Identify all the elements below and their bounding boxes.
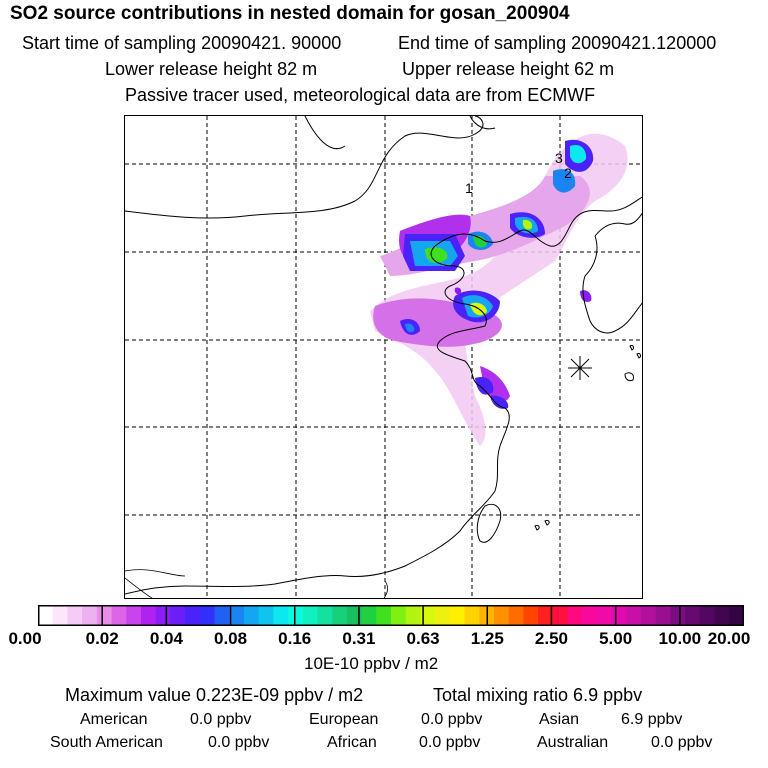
- lower-release-height: Lower release height 82 m: [105, 59, 318, 79]
- colorbar-cell: [405, 605, 421, 626]
- source-african-label: African: [327, 734, 377, 751]
- colorbar-cell: [391, 605, 407, 626]
- colorbar-cell: [376, 605, 392, 626]
- colorbar-cell: [670, 605, 686, 626]
- source-south-american-label: South American: [50, 734, 163, 751]
- colorbar-cell: [729, 605, 744, 626]
- source-asian-label: Asian: [539, 711, 580, 728]
- source-american-value: 0.0 ppbv: [190, 711, 252, 728]
- source-south-american-value: 0.0 ppbv: [208, 734, 270, 751]
- colorbar-cell: [126, 605, 142, 626]
- colorbar-cell: [111, 605, 127, 626]
- map-gridlines: [125, 116, 642, 598]
- colorbar-cell: [449, 605, 466, 626]
- source-european-label: European: [309, 711, 379, 728]
- source-marker-3: 3: [555, 150, 563, 166]
- colorbar-tick-label: 2.50: [534, 629, 568, 648]
- source-european-value: 0.0 ppbv: [421, 711, 483, 728]
- upper-release-height: Upper release height 62 m: [402, 59, 615, 79]
- colorbar-cell: [523, 605, 539, 626]
- total-mixing-ratio: Total mixing ratio 6.9 ppbv: [433, 685, 643, 705]
- colorbar-cell: [258, 605, 274, 626]
- colorbar-cell: [626, 605, 642, 626]
- maximum-value: Maximum value 0.223E-09 ppbv / m2: [65, 685, 364, 705]
- colorbar-cell: [288, 605, 304, 626]
- colorbar-tick-label: 10.00: [658, 629, 702, 648]
- colorbar-cell: [582, 605, 598, 626]
- colorbar-cell: [243, 605, 260, 626]
- colorbar-cell: [82, 605, 98, 626]
- colorbar-cell: [52, 605, 68, 626]
- colorbar-cell: [96, 605, 113, 626]
- colorbar-cell: [655, 605, 671, 626]
- map-panel: 1 2 3: [124, 115, 643, 599]
- colorbar-cell: [214, 605, 230, 626]
- colorbar-tick-label: 20.00: [707, 629, 751, 648]
- end-time: End time of sampling 20090421.120000: [398, 33, 717, 53]
- colorbar-cell: [538, 605, 554, 626]
- source-marker-2: 2: [564, 165, 572, 181]
- source-australian-value: 0.0 ppbv: [651, 734, 713, 751]
- colorbar-cell: [611, 605, 627, 626]
- colorbar-cell: [185, 605, 201, 626]
- colorbar-tick-label: 0.16: [278, 629, 312, 648]
- colorbar-cell: [140, 605, 157, 626]
- colorbar-tick-label: 5.00: [599, 629, 633, 648]
- colorbar-cell: [567, 605, 583, 626]
- colorbar-tick-label: 0.02: [85, 629, 119, 648]
- coastlines: [125, 116, 642, 595]
- colorbar-cell: [67, 605, 83, 626]
- colorbar-cell: [508, 605, 524, 626]
- colorbar-tick-label: 0.31: [342, 629, 376, 648]
- source-australian-label: Australian: [537, 734, 609, 751]
- colorbar-frame: [38, 605, 744, 626]
- colorbar-cell: [420, 605, 436, 626]
- colorbar-cell: [641, 605, 657, 626]
- colorbar-tick-label: 0.08: [213, 629, 248, 648]
- receptor-star-icon: [568, 356, 592, 380]
- colorbar-cell: [229, 605, 245, 626]
- colorbar: [38, 605, 744, 626]
- borders: [125, 569, 389, 598]
- colorbar-units: 10E-10 ppbv / m2: [304, 654, 439, 673]
- colorbar-tick-label: 0.04: [149, 629, 183, 648]
- colorbar-cell: [302, 605, 318, 626]
- colorbar-cell: [317, 605, 333, 626]
- colorbar-tick-label: 1.25: [470, 629, 504, 648]
- colorbar-cell: [273, 605, 289, 626]
- colorbar-cell: [170, 605, 186, 626]
- source-asian-value: 6.9 ppbv: [621, 711, 683, 728]
- colorbar-cell: [346, 605, 363, 626]
- source-american-label: American: [80, 711, 148, 728]
- colorbar-cell: [714, 605, 730, 626]
- tracer-note: Passive tracer used, meteorological data…: [125, 85, 596, 105]
- colorbar-cell: [596, 605, 613, 626]
- colorbar-tick-label: 0.00: [8, 629, 42, 648]
- colorbar-cell: [199, 605, 215, 626]
- colorbar-tick-label: 0.63: [406, 629, 440, 648]
- colorbar-cell: [38, 605, 54, 626]
- start-time: Start time of sampling 20090421. 90000: [22, 33, 342, 53]
- colorbar-cell: [435, 605, 451, 626]
- colorbar-cell: [155, 605, 171, 626]
- concentration-plume: [370, 133, 628, 446]
- colorbar-cell: [699, 605, 716, 626]
- colorbar-cell: [685, 605, 701, 626]
- source-marker-1: 1: [465, 180, 473, 196]
- colorbar-cell: [361, 605, 377, 626]
- colorbar-cell: [332, 605, 348, 626]
- map-canvas: 1 2 3: [125, 116, 642, 598]
- colorbar-cell: [552, 605, 568, 626]
- source-african-value: 0.0 ppbv: [419, 734, 481, 751]
- page-title: SO2 source contributions in nested domai…: [10, 3, 570, 24]
- colorbar-cell: [493, 605, 510, 626]
- colorbar-cell: [464, 605, 480, 626]
